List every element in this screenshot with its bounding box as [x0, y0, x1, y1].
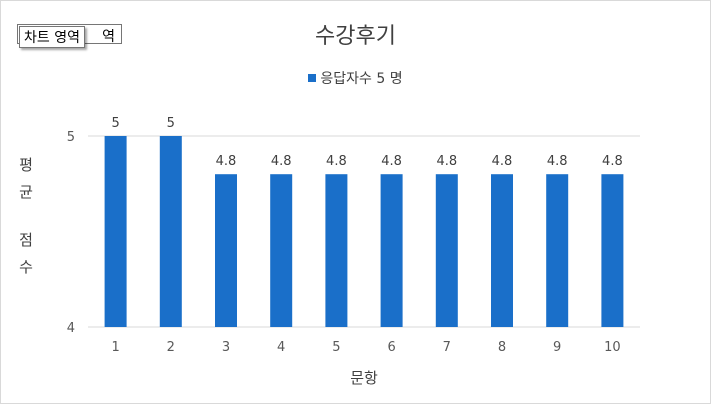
data-label: 4.8: [271, 154, 292, 169]
legend[interactable]: 응답자수 5 명: [0, 68, 711, 88]
data-label: 4.8: [602, 154, 623, 169]
x-tick-label: 2: [167, 340, 175, 355]
bar: [435, 174, 458, 327]
y-tick-label: 4: [67, 321, 75, 336]
x-axis-title: 문항: [350, 369, 378, 387]
data-label: 4.8: [381, 154, 402, 169]
y-axis-title-char: 점: [19, 231, 33, 249]
data-label: 5: [167, 116, 175, 131]
bar: [380, 174, 403, 327]
data-label: 4.8: [436, 154, 457, 169]
bar: [491, 174, 513, 327]
bar: [546, 174, 569, 327]
x-tick-label: 4: [277, 340, 285, 355]
y-axis-title-char: 수: [19, 258, 33, 276]
legend-label: 응답자수 5 명: [320, 71, 403, 87]
bar: [215, 174, 237, 327]
x-tick-label: 9: [553, 340, 561, 355]
data-label: 4.8: [547, 154, 568, 169]
x-tick-label: 6: [387, 340, 395, 355]
bar: [325, 174, 348, 327]
bar: [104, 136, 127, 327]
data-label: 4.8: [326, 154, 347, 169]
x-tick-label: 7: [443, 340, 451, 355]
tooltip: 차트 영역: [19, 26, 85, 48]
legend-swatch: [308, 74, 317, 82]
data-label: 4.8: [492, 154, 513, 169]
chart-title[interactable]: 수강후기: [315, 24, 396, 49]
tooltip-shadow-text: 역: [102, 29, 115, 45]
y-tick-label: 5: [67, 130, 75, 145]
x-tick-label: 5: [332, 340, 340, 355]
y-axis-title-char: 균: [19, 183, 33, 201]
bar: [270, 174, 293, 327]
data-label: 5: [111, 116, 119, 131]
bar: [601, 174, 624, 327]
y-axis-title-char: 평: [19, 156, 33, 174]
x-tick-label: 3: [222, 340, 230, 355]
data-label: 4.8: [216, 154, 237, 169]
x-tick-label: 1: [111, 340, 119, 355]
bar: [159, 136, 182, 327]
x-tick-label: 10: [604, 340, 621, 355]
x-tick-label: 8: [498, 340, 506, 355]
